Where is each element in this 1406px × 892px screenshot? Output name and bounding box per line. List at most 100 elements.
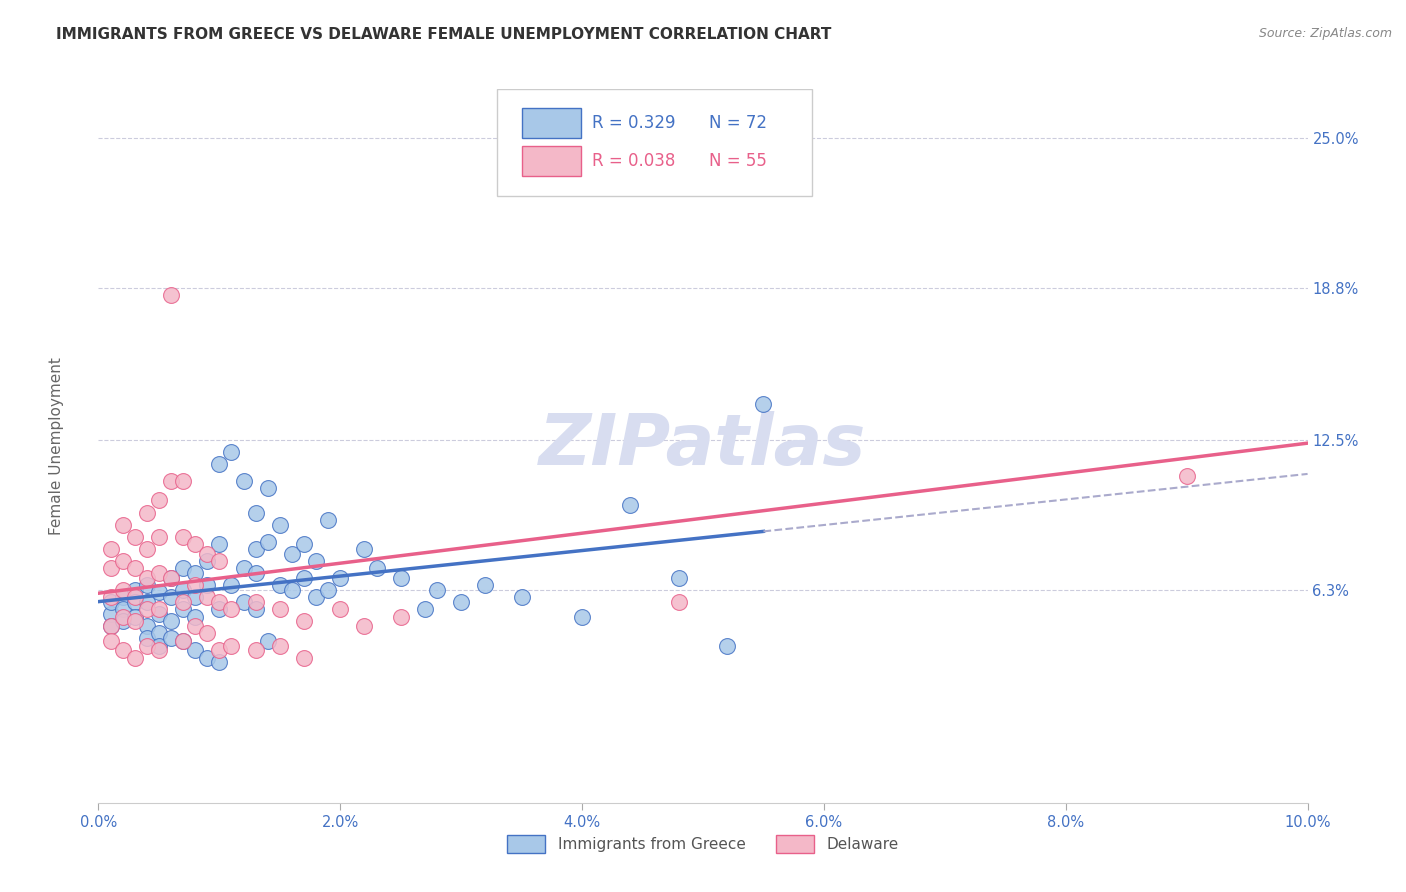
- Point: [124, 609, 146, 624]
- Point: [100, 590, 122, 604]
- Point: [148, 585, 170, 599]
- Text: Source: ZipAtlas.com: Source: ZipAtlas.com: [1258, 27, 1392, 40]
- Point: [184, 609, 207, 624]
- Point: [148, 607, 170, 621]
- Point: [148, 626, 170, 640]
- Text: R = 0.329: R = 0.329: [592, 114, 675, 132]
- Point: [111, 643, 134, 657]
- Point: [208, 595, 231, 609]
- Point: [100, 595, 122, 609]
- Point: [389, 609, 412, 624]
- Point: [148, 602, 170, 616]
- Point: [135, 595, 157, 609]
- Point: [124, 561, 146, 575]
- Point: [269, 578, 291, 592]
- Point: [1175, 469, 1198, 483]
- Point: [195, 547, 218, 561]
- Point: [135, 639, 157, 653]
- Point: [245, 506, 267, 520]
- Point: [316, 582, 339, 597]
- Text: N = 72: N = 72: [709, 114, 768, 132]
- Point: [135, 632, 157, 646]
- Point: [124, 650, 146, 665]
- Point: [135, 571, 157, 585]
- Point: [281, 547, 304, 561]
- Point: [752, 397, 775, 411]
- Point: [184, 619, 207, 633]
- Point: [111, 602, 134, 616]
- Point: [450, 595, 472, 609]
- Point: [292, 650, 315, 665]
- Point: [160, 571, 183, 585]
- Point: [160, 590, 183, 604]
- Point: [232, 595, 254, 609]
- Point: [160, 288, 183, 302]
- Point: [111, 609, 134, 624]
- Point: [148, 639, 170, 653]
- Point: [195, 578, 218, 592]
- Point: [316, 513, 339, 527]
- Point: [160, 571, 183, 585]
- Text: R = 0.038: R = 0.038: [592, 152, 675, 169]
- Point: [111, 590, 134, 604]
- Point: [172, 582, 194, 597]
- Point: [172, 561, 194, 575]
- Point: [135, 541, 157, 556]
- Point: [111, 554, 134, 568]
- Point: [232, 561, 254, 575]
- Point: [195, 626, 218, 640]
- Point: [292, 537, 315, 551]
- Point: [329, 602, 352, 616]
- Point: [256, 481, 278, 495]
- Point: [221, 639, 243, 653]
- Point: [135, 506, 157, 520]
- Point: [221, 602, 243, 616]
- Point: [135, 619, 157, 633]
- Point: [135, 578, 157, 592]
- Point: [668, 595, 690, 609]
- Point: [269, 602, 291, 616]
- Point: [269, 517, 291, 532]
- Point: [221, 445, 243, 459]
- Point: [100, 619, 122, 633]
- Point: [353, 619, 375, 633]
- Point: [245, 643, 267, 657]
- Point: [172, 633, 194, 648]
- Point: [148, 530, 170, 544]
- Point: [668, 571, 690, 585]
- Text: IMMIGRANTS FROM GREECE VS DELAWARE FEMALE UNEMPLOYMENT CORRELATION CHART: IMMIGRANTS FROM GREECE VS DELAWARE FEMAL…: [56, 27, 831, 42]
- Point: [195, 590, 218, 604]
- Point: [305, 554, 328, 568]
- Point: [426, 582, 449, 597]
- Point: [256, 633, 278, 648]
- Point: [148, 566, 170, 580]
- Point: [619, 498, 641, 512]
- Point: [111, 582, 134, 597]
- Point: [256, 534, 278, 549]
- Point: [208, 643, 231, 657]
- Point: [135, 602, 157, 616]
- Point: [245, 602, 267, 616]
- Point: [292, 615, 315, 629]
- FancyBboxPatch shape: [498, 89, 811, 196]
- Point: [124, 595, 146, 609]
- Point: [208, 554, 231, 568]
- Point: [124, 615, 146, 629]
- Point: [148, 643, 170, 657]
- Point: [148, 493, 170, 508]
- Text: N = 55: N = 55: [709, 152, 766, 169]
- Point: [184, 566, 207, 580]
- Point: [245, 541, 267, 556]
- Point: [195, 650, 218, 665]
- Point: [292, 571, 315, 585]
- Point: [184, 578, 207, 592]
- Point: [172, 633, 194, 648]
- Point: [245, 566, 267, 580]
- Point: [100, 607, 122, 621]
- Point: [100, 541, 122, 556]
- Point: [160, 632, 183, 646]
- Point: [329, 571, 352, 585]
- Point: [160, 474, 183, 488]
- Point: [111, 615, 134, 629]
- Point: [172, 595, 194, 609]
